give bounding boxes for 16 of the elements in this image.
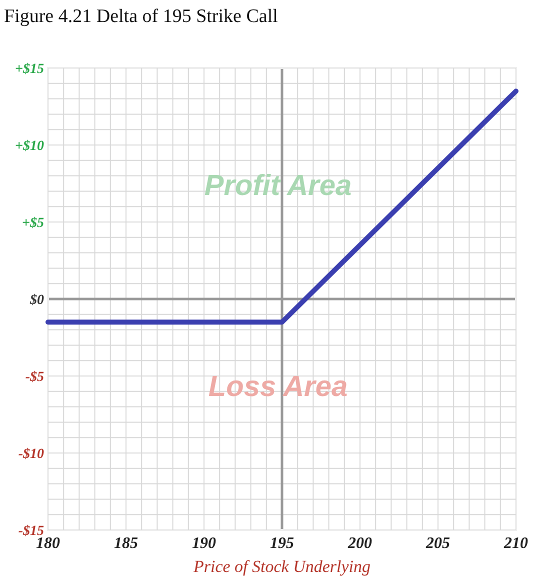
- y-tick-label: +$15: [15, 62, 44, 77]
- annotation: Loss Area: [208, 371, 348, 404]
- y-tick-label: +$10: [15, 139, 44, 154]
- x-tick-label: 200: [347, 535, 372, 552]
- y-tick-label: -$10: [18, 447, 44, 462]
- x-tick-label: 195: [270, 535, 294, 552]
- y-tick-label: -$5: [25, 370, 44, 385]
- x-tick-label: 205: [425, 535, 450, 552]
- chart-title: Figure 4.21 Delta of 195 Strike Call: [4, 6, 278, 27]
- y-tick-label: +$5: [22, 216, 44, 231]
- x-tick-label: 190: [192, 535, 216, 552]
- y-tick-label: $0: [29, 293, 44, 308]
- annotation: Profit Area: [204, 170, 352, 202]
- x-tick-label: 185: [114, 535, 138, 552]
- x-tick-label: 210: [503, 535, 528, 552]
- x-axis-title: Price of Stock Underlying: [192, 557, 371, 576]
